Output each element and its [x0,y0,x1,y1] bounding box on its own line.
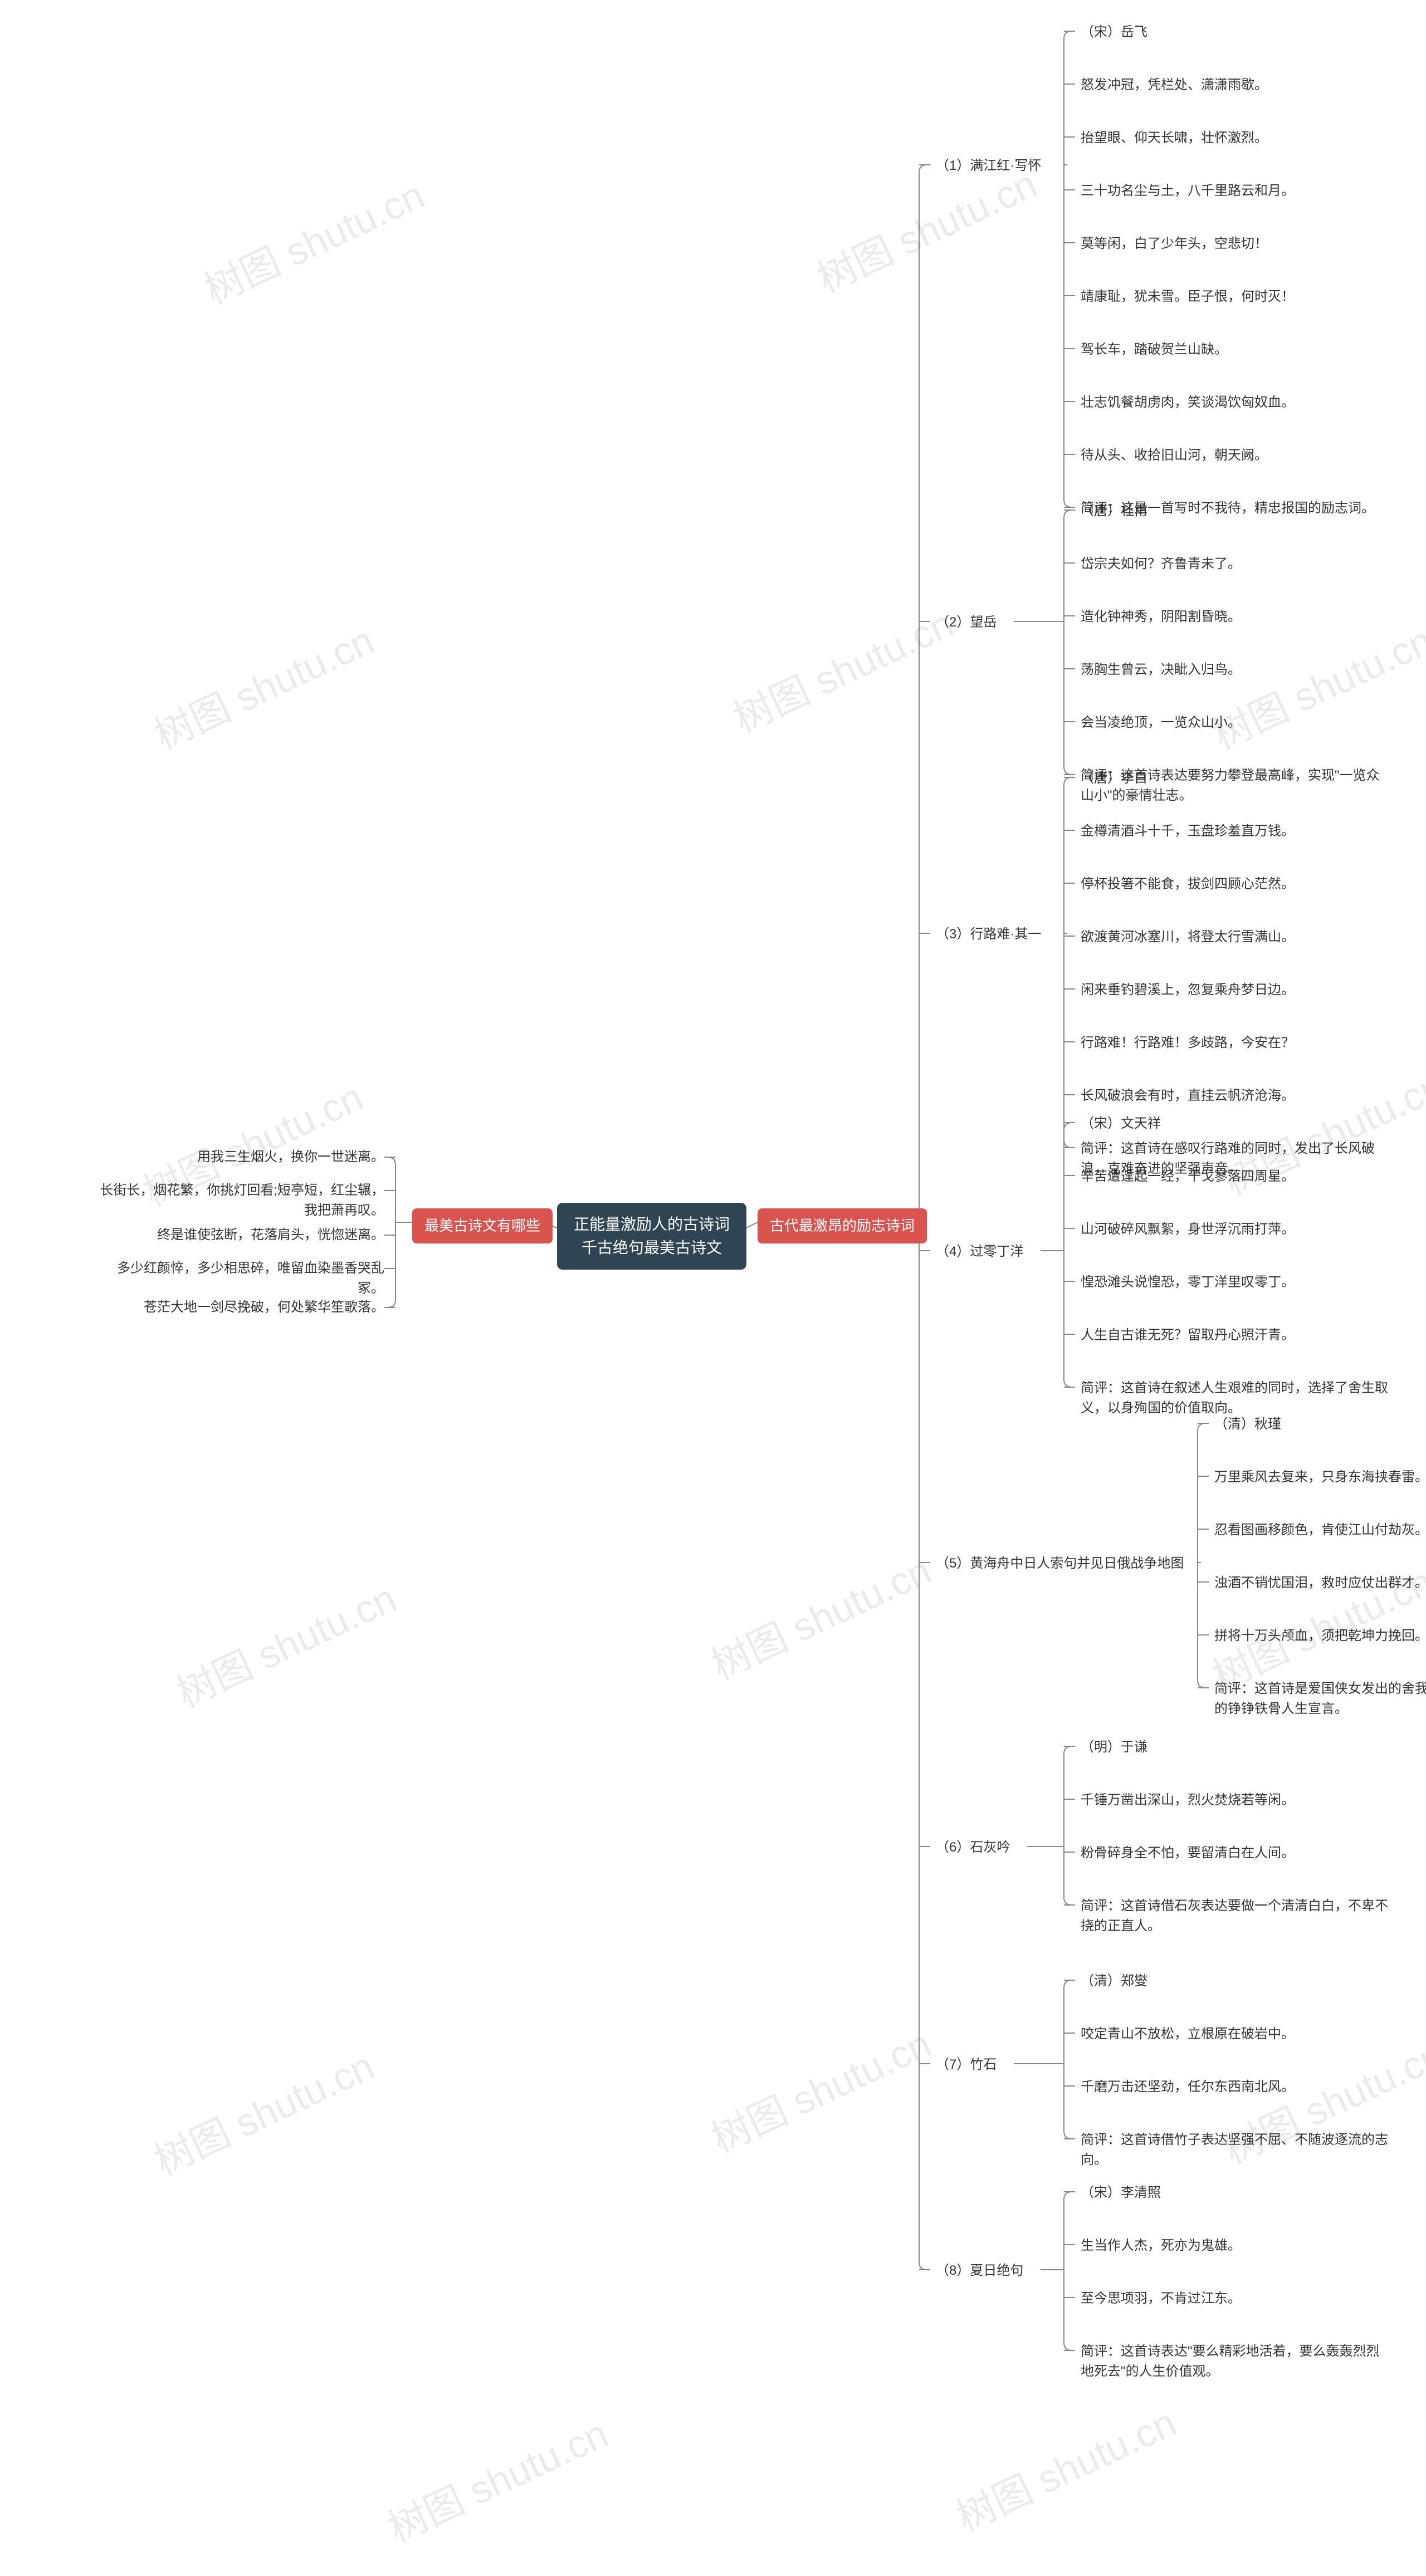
watermark: 树图 shutu.cn [724,593,961,744]
poem-line: （明）于谦 [1081,1737,1393,1757]
left-leaf: 终是谁使弦断，花落肩头，恍惚迷离。 [95,1225,384,1245]
poem-line: 简评：这首诗借石灰表达要做一个清清白白，不卑不挠的正直人。 [1081,1896,1393,1936]
poem-line: 会当凌绝顶，一览众山小。 [1081,713,1393,733]
poem-line: 金樽清酒斗十千，玉盘珍羞直万钱。 [1081,821,1393,841]
root-node: 正能量激励人的古诗词 千古绝句最美古诗文 [557,1203,746,1270]
poem-title: （6）石灰吟 [936,1838,1010,1858]
poem-title: （7）竹石 [936,2055,997,2075]
watermark: 树图 shutu.cn [701,1540,939,1691]
poem-line: 莫等闲，白了少年头，空悲切！ [1081,234,1393,254]
poem-line: 忍看图画移颜色，肯使江山付劫灰。 [1214,1520,1426,1540]
poem-line: （清）郑燮 [1081,1971,1393,1991]
left-leaf: 长街长，烟花繁，你挑灯回看;短亭短，红尘辗，我把萧再叹。 [95,1181,384,1221]
poem-line: 惶恐滩头说惶恐，零丁洋里叹零丁。 [1081,1272,1393,1292]
poem-line: 停杯投箸不能食，拔剑四顾心茫然。 [1081,874,1393,894]
poem-title: （3）行路难·其一 [936,924,1041,944]
watermark: 树图 shutu.cn [701,2013,939,2164]
poem-line: 万里乘风去复来，只身东海挟春雷。 [1214,1467,1426,1487]
poem-title: （5）黄海舟中日人索句并见日俄战争地图 [936,1554,1184,1574]
left-branch: 最美古诗文有哪些 [412,1208,553,1243]
poem-line: （清）秋瑾 [1214,1414,1426,1434]
poem-line: 千锤万凿出深山，烈火焚烧若等闲。 [1081,1790,1393,1810]
watermark: 树图 shutu.cn [144,610,382,761]
poem-line: 造化钟神秀，阴阳割昏晓。 [1081,607,1393,627]
poem-line: 咬定青山不放松，立根原在破岩中。 [1081,2024,1393,2044]
poem-line: （宋）文天祥 [1081,1114,1393,1134]
poem-title: （2）望岳 [936,613,997,633]
poem-line: 欲渡黄河冰塞川，将登太行雪满山。 [1081,927,1393,947]
poem-line: 行路难！行路难！多歧路，今安在？ [1081,1033,1393,1053]
watermark: 树图 shutu.cn [194,164,432,315]
left-leaf: 用我三生烟火，换你一世迷离。 [95,1147,384,1167]
left-leaf: 多少红颜悴，多少相思碎，唯留血染墨香哭乱冢。 [95,1258,384,1299]
poem-line: （宋）李清照 [1081,2183,1393,2203]
poem-line: （宋）岳飞 [1081,22,1393,42]
left-leaf: 苍茫大地一剑尽挽破，何处繁华笙歌落。 [95,1297,384,1318]
poem-line: 怒发冲冠，凭栏处、潇潇雨歇。 [1081,75,1393,95]
poem-title: （1）满江红·写怀 [936,156,1041,176]
poem-line: 千磨万击还坚劲，任尔东西南北风。 [1081,2077,1393,2097]
poem-title: （8）夏日绝句 [936,2261,1023,2281]
poem-line: 长风破浪会有时，直挂云帆济沧海。 [1081,1086,1393,1106]
watermark: 树图 shutu.cn [378,2403,616,2554]
poem-line: 简评：这首诗借竹子表达坚强不屈、不随波逐流的志向。 [1081,2130,1393,2170]
poem-line: 三十功名尘与土，八千里路云和月。 [1081,181,1393,201]
right-branch: 古代最激昂的励志诗词 [758,1208,927,1243]
poem-line: 抬望眼、仰天长啸，壮怀激烈。 [1081,128,1393,148]
poem-line: 拼将十万头颅血，须把乾坤力挽回。 [1214,1626,1426,1646]
watermark: 树图 shutu.cn [1203,610,1426,761]
poem-line: （唐）李白 [1081,768,1393,789]
watermark: 树图 shutu.cn [167,1568,404,1718]
poem-line: （唐）杜甫 [1081,501,1393,521]
poem-line: 浊酒不销忧国泪，救时应仗出群才。 [1214,1573,1426,1593]
poem-line: 辛苦遭逢起一经，干戈寥落四周星。 [1081,1167,1393,1187]
poem-line: 山河破碎风飘絮，身世浮沉雨打萍。 [1081,1220,1393,1240]
poem-line: 生当作人杰，死亦为鬼雄。 [1081,2236,1393,2256]
watermark: 树图 shutu.cn [144,2035,382,2186]
poem-line: 壮志饥餐胡虏肉，笑谈渴饮匈奴血。 [1081,393,1393,413]
poem-line: 闲来垂钓碧溪上，忽复乘舟梦日边。 [1081,980,1393,1000]
poem-line: 简评：这首诗是爱国侠女发出的舍我其谁，救亡图强的铮铮铁骨人生宣言。 [1214,1679,1426,1719]
poem-line: 简评：这首诗表达"要么精彩地活着，要么轰轰烈烈地死去"的人生价值观。 [1081,2342,1393,2382]
poem-line: 岱宗夫如何？齐鲁青未了。 [1081,554,1393,574]
poem-line: 待从头、收拾旧山河，朝天阙。 [1081,445,1393,466]
poem-line: 靖康耻，犹未雪。臣子恨，何时灭！ [1081,287,1393,307]
watermark: 树图 shutu.cn [946,2392,1184,2543]
poem-title: （4）过零丁洋 [936,1242,1023,1262]
poem-line: 驾长车，踏破贺兰山缺。 [1081,340,1393,360]
poem-line: 人生自古谁无死？留取丹心照汗青。 [1081,1325,1393,1345]
poem-line: 粉骨碎身全不怕，要留清白在人间。 [1081,1843,1393,1863]
poem-line: 至今思项羽，不肯过江东。 [1081,2289,1393,2309]
poem-line: 荡胸生曾云，决眦入归鸟。 [1081,660,1393,680]
poem-line: 简评：这首诗在叙述人生艰难的同时，选择了舍生取义，以身殉国的价值取向。 [1081,1378,1393,1418]
